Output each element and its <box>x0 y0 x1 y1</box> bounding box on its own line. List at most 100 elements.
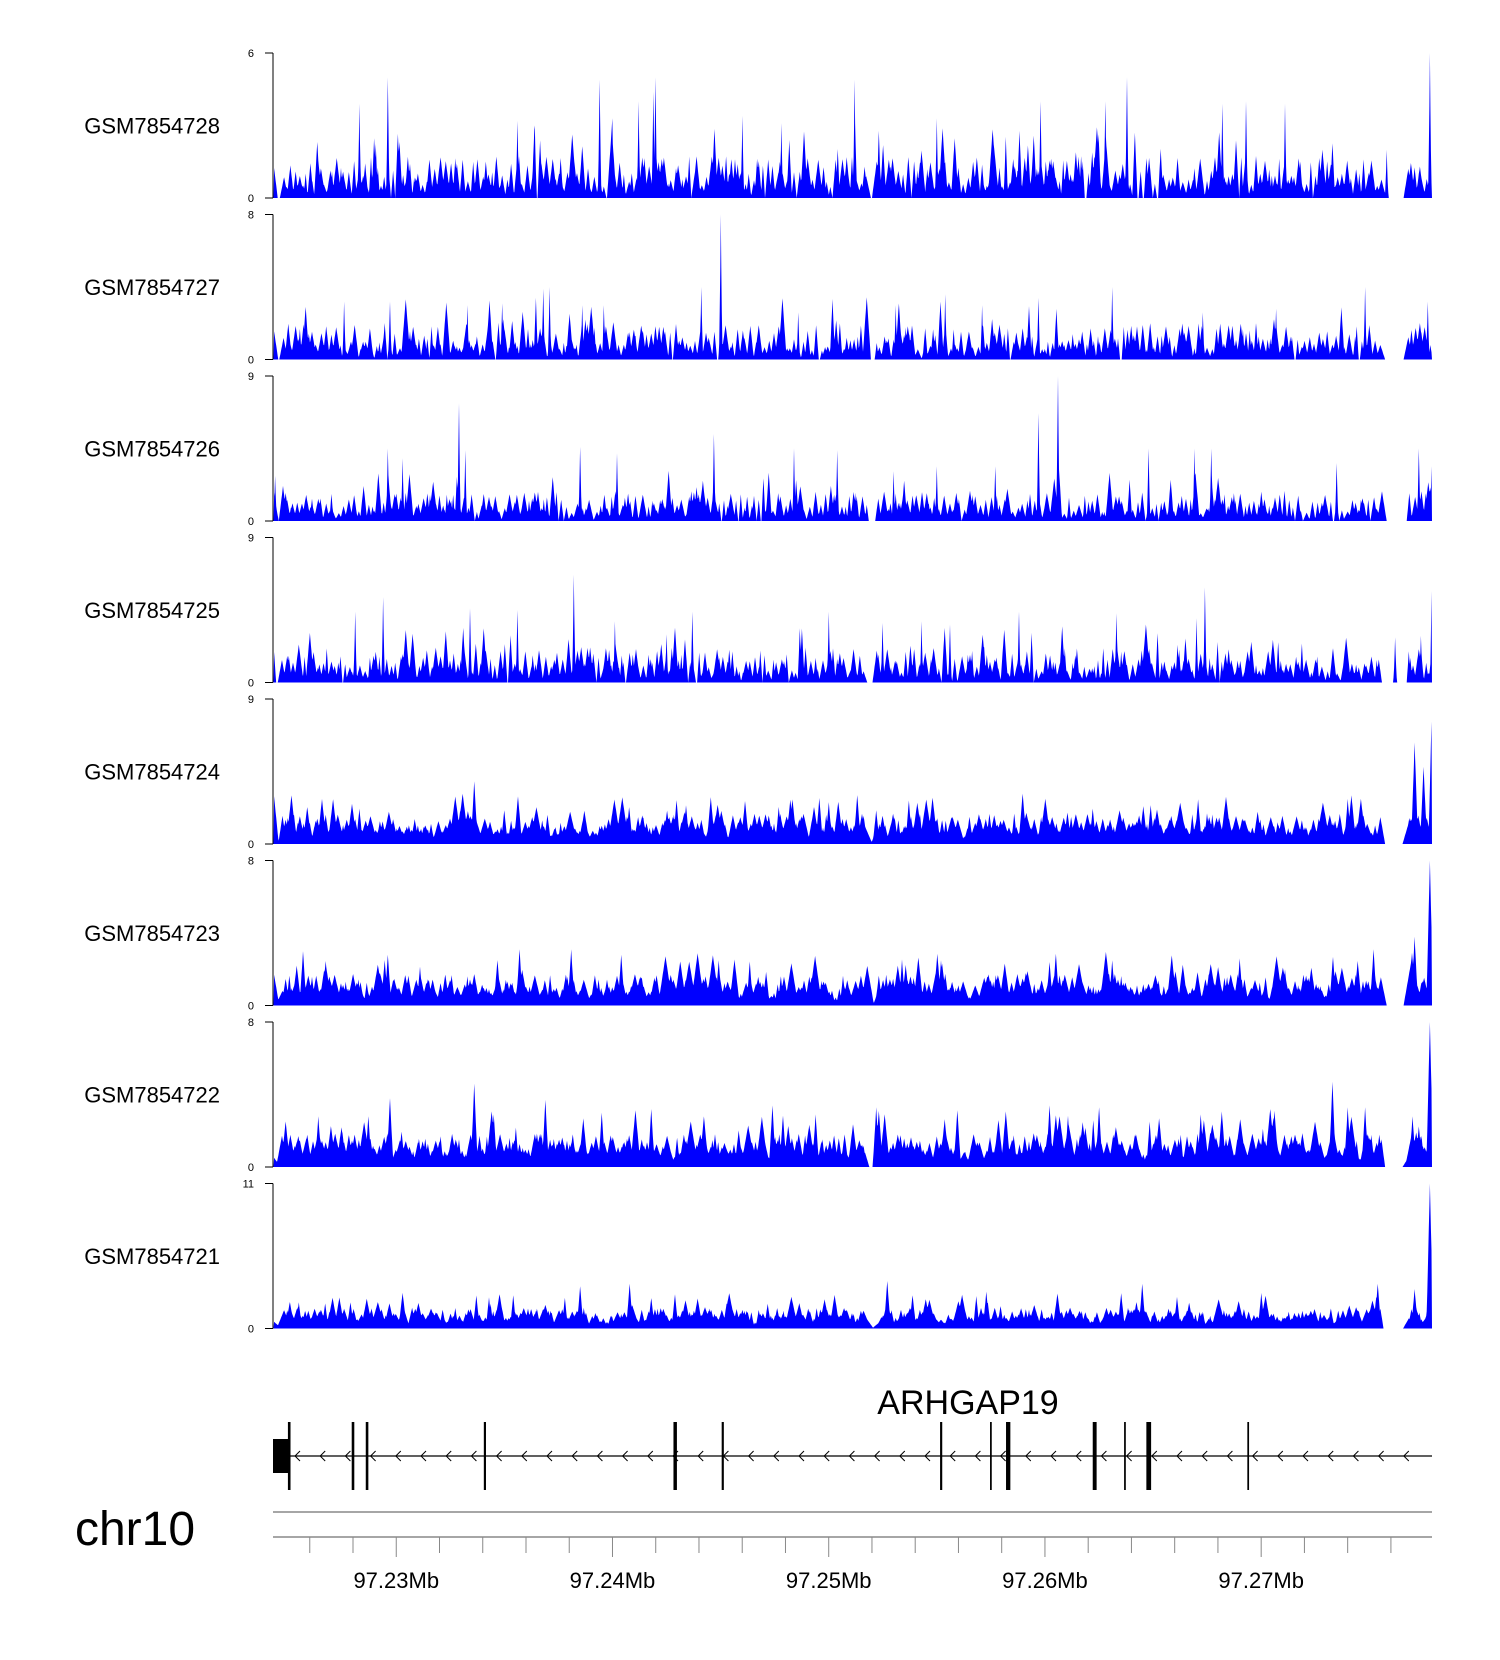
exon <box>721 1422 724 1490</box>
track-GSM7854723: GSM7854723 8 0 <box>84 856 1432 1013</box>
y-min-label: 0 <box>248 516 254 528</box>
exon <box>673 1422 677 1490</box>
strand-arrow <box>848 1450 855 1462</box>
strand-arrow <box>773 1450 780 1462</box>
track-GSM7854725: GSM7854725 9 0 <box>84 533 1432 690</box>
track-label: GSM7854724 <box>84 760 220 785</box>
y-max-label: 9 <box>248 533 254 545</box>
exon <box>287 1422 291 1490</box>
strand-arrow <box>395 1450 402 1462</box>
data-tracks: GSM785472860GSM785472780GSM785472690GSM7… <box>84 48 1432 1336</box>
strand-arrow <box>596 1450 603 1462</box>
coverage-area <box>273 214 1432 360</box>
exon <box>483 1422 486 1490</box>
scale-label: 97.23Mb <box>353 1568 439 1593</box>
y-min-label: 0 <box>248 193 254 205</box>
coverage-area <box>273 1183 1432 1329</box>
utr-block <box>273 1439 291 1473</box>
strand-arrow <box>1125 1450 1132 1462</box>
y-min-label: 0 <box>248 1162 254 1174</box>
strand-arrow <box>1403 1450 1410 1462</box>
exon <box>1146 1422 1152 1490</box>
exon <box>351 1422 355 1490</box>
scale-label: 97.26Mb <box>1002 1568 1088 1593</box>
strand-arrow <box>1251 1450 1258 1462</box>
strand-arrow <box>1075 1450 1082 1462</box>
track-label: GSM7854726 <box>84 437 220 462</box>
strand-arrow <box>899 1450 906 1462</box>
track-label: GSM7854725 <box>84 598 220 623</box>
track-label: GSM7854722 <box>84 1083 220 1108</box>
y-min-label: 0 <box>248 1001 254 1013</box>
strand-arrow <box>294 1450 301 1462</box>
strand-arrow <box>470 1450 477 1462</box>
track-GSM7854721: GSM7854721 11 0 <box>84 1179 1432 1336</box>
strand-arrow <box>1352 1450 1359 1462</box>
strand-arrow <box>521 1450 528 1462</box>
strand-arrow <box>1226 1450 1233 1462</box>
exon <box>940 1422 943 1490</box>
strand-arrow <box>1201 1450 1208 1462</box>
track-label: GSM7854728 <box>84 114 220 139</box>
gene-name-label: ARHGAP19 <box>877 1384 1058 1422</box>
strand-arrow <box>949 1450 956 1462</box>
y-max-label: 11 <box>243 1179 254 1191</box>
strand-arrow <box>873 1450 880 1462</box>
y-max-label: 6 <box>248 48 254 60</box>
exon <box>1092 1422 1097 1490</box>
strand-arrow <box>1100 1450 1107 1462</box>
coverage-area <box>273 53 1432 198</box>
strand-arrow <box>1302 1450 1309 1462</box>
coverage-area <box>273 574 1432 683</box>
strand-arrow <box>319 1450 326 1462</box>
track-GSM7854722: GSM7854722 8 0 <box>84 1017 1432 1174</box>
y-max-label: 8 <box>248 210 254 222</box>
strand-arrow <box>1327 1450 1334 1462</box>
strand-arrow <box>495 1450 502 1462</box>
strand-arrow <box>1050 1450 1057 1462</box>
coverage-area <box>273 860 1432 1006</box>
strand-arrow <box>999 1450 1006 1462</box>
y-min-label: 0 <box>248 678 254 690</box>
coverage-area <box>273 1022 1432 1167</box>
y-max-label: 9 <box>248 371 254 383</box>
strand-arrow <box>747 1450 754 1462</box>
exon <box>1006 1422 1011 1490</box>
strand-arrow <box>1377 1450 1384 1462</box>
strand-arrow <box>546 1450 553 1462</box>
strand-arrow <box>369 1450 376 1462</box>
coverage-area <box>273 376 1432 521</box>
y-max-label: 9 <box>248 694 254 706</box>
scale-label: 97.24Mb <box>570 1568 656 1593</box>
y-max-label: 8 <box>248 856 254 868</box>
exon <box>365 1422 369 1490</box>
strand-arrow <box>344 1450 351 1462</box>
genomic-axis: chr10 97.23Mb 97.24Mb 97.25Mb 97.26Mb 97.27M… <box>75 1503 1432 1593</box>
strand-arrow <box>823 1450 830 1462</box>
strand-arrow <box>1151 1450 1158 1462</box>
exon <box>1124 1422 1126 1490</box>
track-GSM7854726: GSM7854726 9 0 <box>84 371 1432 528</box>
y-min-label: 0 <box>248 355 254 367</box>
scale-label: 97.27Mb <box>1218 1568 1304 1593</box>
strand-arrow <box>697 1450 704 1462</box>
y-min-label: 0 <box>248 839 254 851</box>
strand-arrow <box>1176 1450 1183 1462</box>
strand-arrow <box>798 1450 805 1462</box>
gene-track: ARHGAP19 <box>273 1384 1432 1490</box>
strand-arrow <box>1025 1450 1032 1462</box>
strand-arrow <box>571 1450 578 1462</box>
strand-arrow <box>1277 1450 1284 1462</box>
strand-arrow <box>445 1450 452 1462</box>
scale-label: 97.25Mb <box>786 1568 872 1593</box>
track-GSM7854728: GSM7854728 6 0 <box>84 48 1432 205</box>
coverage-area <box>273 721 1432 844</box>
chromosome-label: chr10 <box>75 1503 195 1556</box>
track-GSM7854727: GSM7854727 8 0 <box>84 210 1432 367</box>
track-label: GSM7854723 <box>84 921 220 946</box>
strand-arrow <box>420 1450 427 1462</box>
strand-arrow <box>974 1450 981 1462</box>
track-GSM7854724: GSM7854724 9 0 <box>84 694 1432 851</box>
track-label: GSM7854721 <box>84 1244 220 1269</box>
